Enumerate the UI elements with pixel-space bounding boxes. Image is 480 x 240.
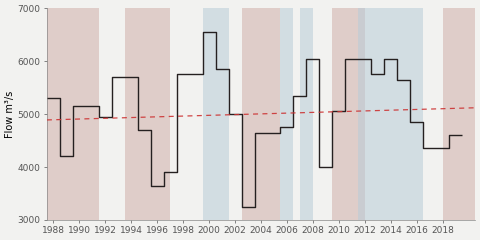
- Bar: [443, 8, 475, 220]
- Bar: [125, 8, 170, 220]
- Bar: [47, 8, 99, 220]
- Y-axis label: Flow m³/s: Flow m³/s: [5, 90, 15, 138]
- Bar: [359, 8, 423, 220]
- Bar: [241, 8, 280, 220]
- Bar: [300, 8, 313, 220]
- Bar: [280, 8, 293, 220]
- Bar: [203, 8, 228, 220]
- Bar: [332, 8, 365, 220]
